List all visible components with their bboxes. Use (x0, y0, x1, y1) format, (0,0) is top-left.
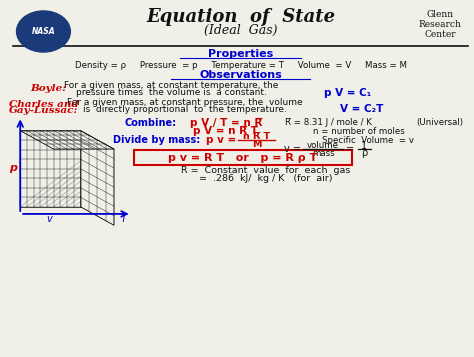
Text: Glenn
Research
Center: Glenn Research Center (419, 10, 462, 39)
Text: T: T (121, 214, 127, 224)
Text: p V / T = n R̅: p V / T = n R̅ (190, 118, 262, 128)
Text: Charles and: Charles and (9, 100, 78, 109)
Text: (Ideal  Gas): (Ideal Gas) (204, 24, 277, 37)
Text: 1: 1 (362, 141, 367, 151)
Text: Properties: Properties (208, 49, 273, 59)
Text: mass: mass (312, 149, 335, 158)
Text: For a given mass, at constant temperature, the: For a given mass, at constant temperatur… (64, 81, 278, 90)
Text: v: v (46, 214, 52, 224)
Text: p: p (9, 163, 17, 173)
Text: Gay-Lussac:: Gay-Lussac: (9, 106, 78, 115)
Circle shape (17, 11, 70, 52)
Text: volume: volume (307, 141, 339, 150)
Text: NASA: NASA (32, 27, 55, 36)
Polygon shape (81, 131, 114, 225)
Text: M: M (252, 140, 262, 149)
Text: is  directly proportional  to  the temperature.: is directly proportional to the temperat… (83, 105, 287, 114)
Text: R =  Constant  value  for  each  gas: R = Constant value for each gas (182, 166, 351, 175)
Text: p v = R T   or   p = R ρ T: p v = R T or p = R ρ T (168, 152, 318, 162)
Text: Specific  Volume  = v: Specific Volume = v (322, 136, 414, 145)
Text: Combine:: Combine: (124, 118, 176, 128)
Text: Observations: Observations (199, 70, 282, 80)
Text: =  .286  kJ/  kg / K   (for  air): = .286 kJ/ kg / K (for air) (200, 174, 333, 183)
Text: p V = C₁: p V = C₁ (324, 88, 371, 98)
Text: p v =: p v = (206, 135, 236, 145)
Text: pressure times  the volume is  a constant.: pressure times the volume is a constant. (75, 88, 266, 97)
Polygon shape (20, 131, 114, 149)
Text: v =: v = (284, 145, 301, 155)
Text: V = C₂T: V = C₂T (339, 104, 383, 114)
Text: n = number of moles: n = number of moles (313, 126, 405, 136)
Text: p V = n R̅ T: p V = n R̅ T (193, 126, 258, 136)
FancyBboxPatch shape (134, 150, 352, 165)
Text: =: = (346, 145, 354, 155)
Text: For a given mass, at constant pressure, the  volume: For a given mass, at constant pressure, … (67, 98, 303, 107)
Polygon shape (20, 131, 81, 207)
Text: (Universal): (Universal) (417, 119, 464, 127)
Text: Divide by mass:: Divide by mass: (112, 135, 200, 145)
Text: Density = ρ     Pressure  = p     Temperature = T     Volume  = V     Mass = M: Density = ρ Pressure = p Temperature = T… (74, 61, 407, 70)
Text: R̅ = 8.31 J / mole / K: R̅ = 8.31 J / mole / K (285, 119, 372, 127)
Text: Equation  of  State: Equation of State (146, 8, 335, 26)
Text: Boyle:: Boyle: (30, 84, 66, 93)
Text: n R̅ T: n R̅ T (243, 132, 271, 141)
Text: ρ: ρ (361, 149, 368, 159)
